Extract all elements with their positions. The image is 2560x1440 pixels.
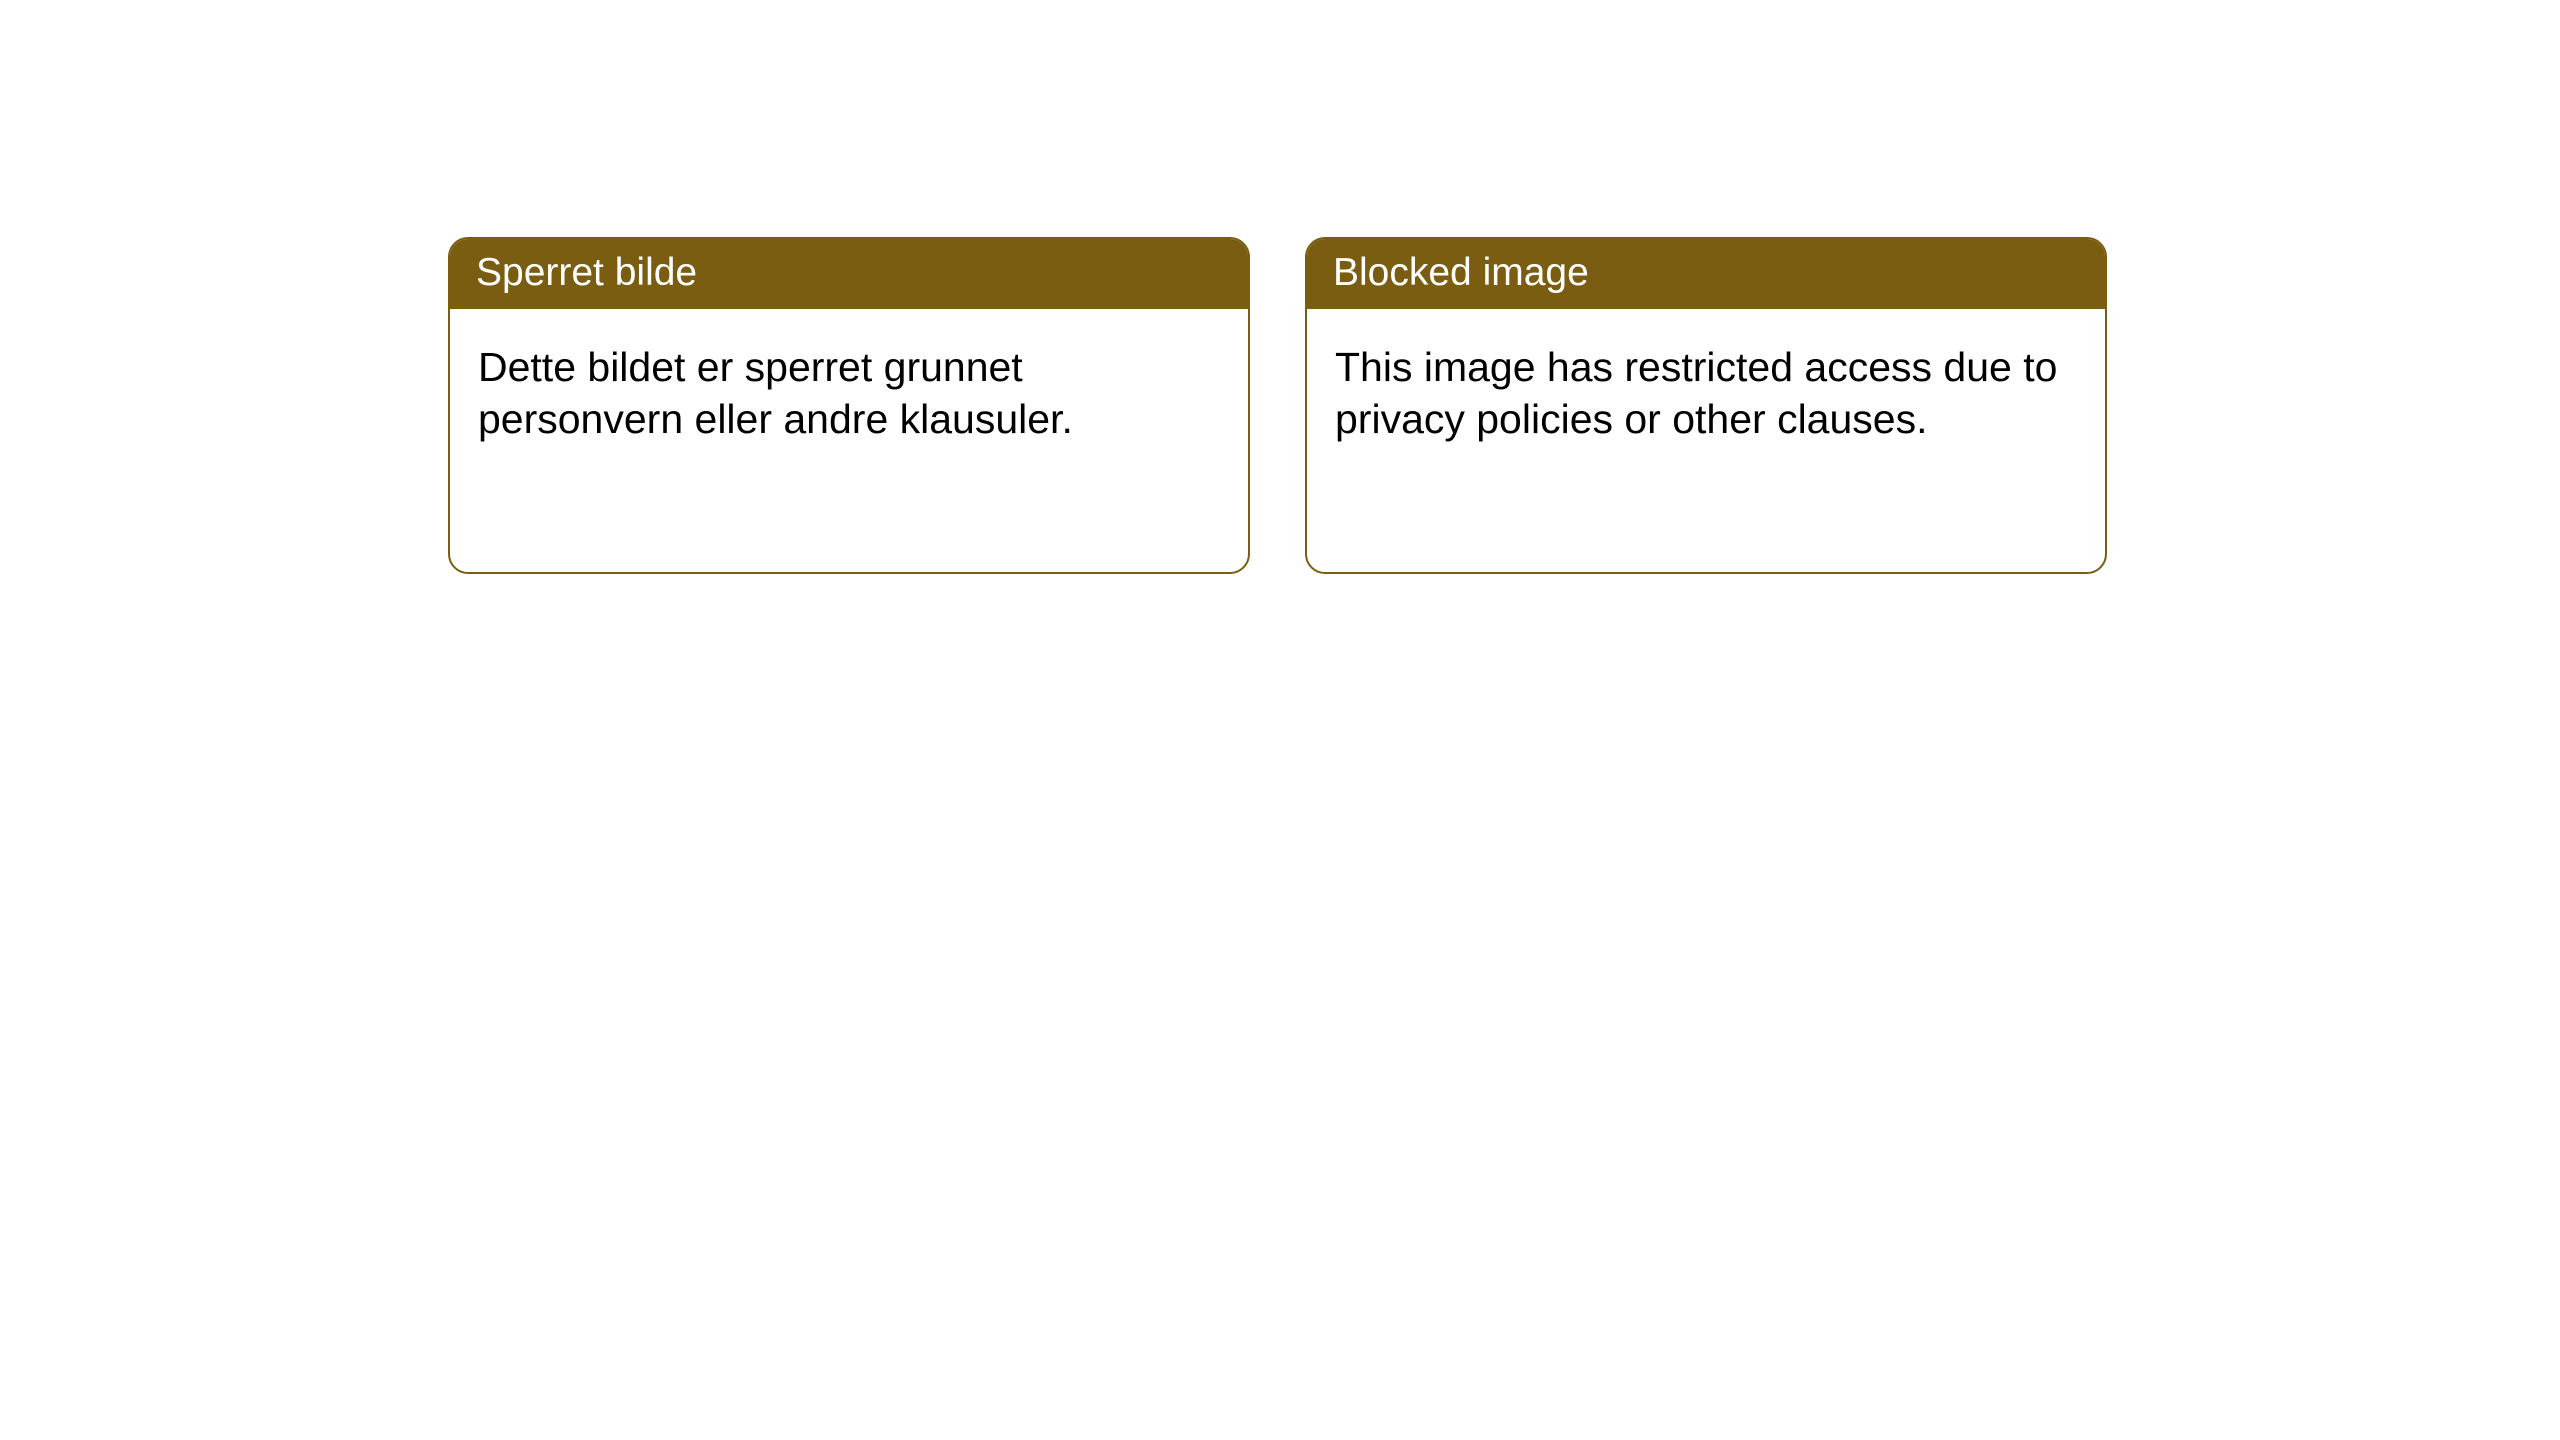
card-title: Blocked image bbox=[1307, 239, 2105, 309]
notice-card-container: Sperret bilde Dette bildet er sperret gr… bbox=[448, 237, 2107, 574]
blocked-image-card-no: Sperret bilde Dette bildet er sperret gr… bbox=[448, 237, 1250, 574]
card-body-text: Dette bildet er sperret grunnet personve… bbox=[450, 309, 1248, 478]
card-body-text: This image has restricted access due to … bbox=[1307, 309, 2105, 478]
blocked-image-card-en: Blocked image This image has restricted … bbox=[1305, 237, 2107, 574]
card-title: Sperret bilde bbox=[450, 239, 1248, 309]
